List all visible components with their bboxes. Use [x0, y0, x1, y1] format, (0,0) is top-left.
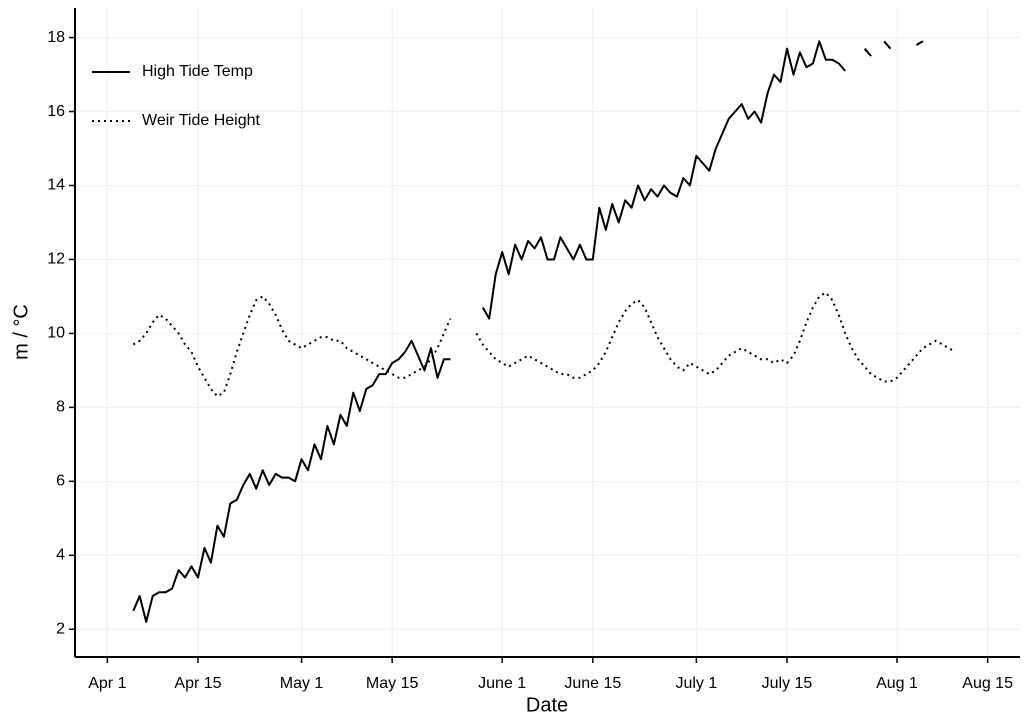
y-tick-label: 8: [56, 399, 65, 416]
x-tick-label: July 15: [762, 675, 813, 692]
y-tick-label: 18: [47, 29, 65, 46]
y-tick-label: 14: [47, 177, 65, 194]
y-tick-label: 4: [56, 547, 65, 564]
x-tick-label: Apr 1: [88, 675, 126, 692]
x-tick-label: Apr 15: [174, 675, 221, 692]
x-tick-label: June 1: [478, 675, 526, 692]
legend-label: High Tide Temp: [142, 63, 253, 80]
x-tick-label: May 15: [366, 675, 419, 692]
x-axis-title: Date: [526, 694, 568, 716]
x-tick-label: Aug 1: [876, 675, 918, 692]
y-tick-label: 6: [56, 473, 65, 490]
series-line: [132, 291, 956, 398]
x-tick-label: May 1: [280, 675, 324, 692]
y-axis-title: m / °C: [10, 304, 32, 360]
x-tick-label: July 1: [675, 675, 717, 692]
y-tick-label: 16: [47, 103, 65, 120]
legend-label: Weir Tide Height: [142, 112, 261, 129]
y-tick-label: 2: [56, 620, 65, 637]
x-tick-label: June 15: [564, 675, 621, 692]
y-tick-label: 12: [47, 251, 65, 268]
series-line: [132, 40, 924, 623]
y-tick-label: 10: [47, 325, 65, 342]
x-tick-label: Aug 15: [962, 675, 1013, 692]
